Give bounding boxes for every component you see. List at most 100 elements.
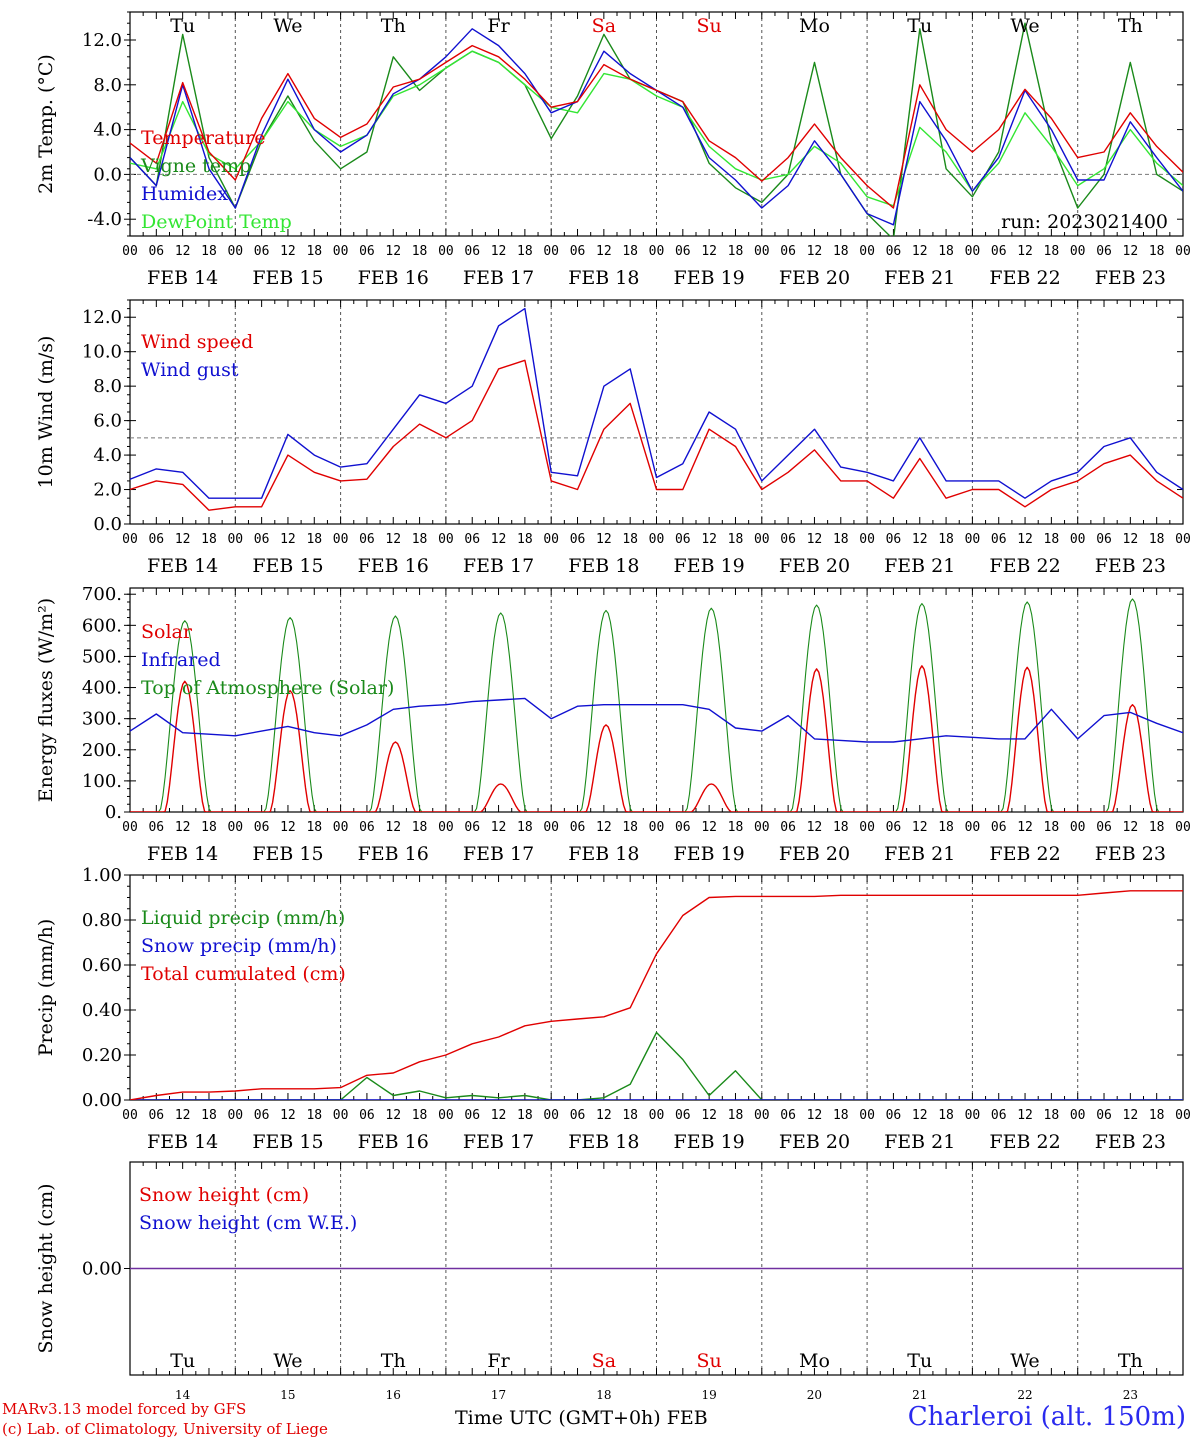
date-label: FEB 17 <box>463 1131 534 1153</box>
hour-label: 12 <box>175 244 191 259</box>
date-label: FEB 22 <box>989 1131 1060 1153</box>
hour-label: 18 <box>833 820 849 835</box>
date-label: FEB 23 <box>1095 555 1166 577</box>
hour-label: 00 <box>649 1108 665 1123</box>
date-label: FEB 14 <box>147 267 218 289</box>
hour-label: 00 <box>754 820 770 835</box>
hour-label: 06 <box>780 820 796 835</box>
hour-label: 06 <box>254 244 270 259</box>
hour-label: 12 <box>1017 1108 1033 1123</box>
hour-label: 18 <box>1044 820 1060 835</box>
y-tick-label: 500. <box>82 646 122 667</box>
panel-2: 0.0 2.0 4.0 6.0 8.0 10.0 12.0 10m Wind (m/s) 00 0… <box>35 299 1191 577</box>
hour-label: 06 <box>464 244 480 259</box>
hour-label: 12 <box>596 532 612 547</box>
hour-label: 00 <box>438 244 454 259</box>
hour-label: 18 <box>938 244 954 259</box>
hour-label: 18 <box>833 1108 849 1123</box>
day-of-week-label: Su <box>697 1350 722 1372</box>
hour-label: 00 <box>122 244 138 259</box>
hour-label: 00 <box>649 532 665 547</box>
date-label: FEB 22 <box>989 555 1060 577</box>
legend-entry: Humidex <box>141 183 228 205</box>
y-tick-label: 0.60 <box>82 955 122 976</box>
hour-label: 06 <box>1096 820 1112 835</box>
hour-label: 12 <box>807 820 823 835</box>
y-axis-label: Snow height (cm) <box>35 1183 57 1353</box>
hour-label: 18 <box>622 244 638 259</box>
hour-label: 12 <box>701 244 717 259</box>
day-number-label: 14 <box>175 1388 191 1402</box>
day-of-week-label: We <box>273 1350 302 1372</box>
hour-label: 00 <box>859 820 875 835</box>
hour-label: 18 <box>306 820 322 835</box>
date-label: FEB 23 <box>1095 267 1166 289</box>
hour-label: 12 <box>912 820 928 835</box>
data-layer <box>130 307 1183 511</box>
series-line <box>130 44 1183 209</box>
legend-entry: Temperature <box>141 127 265 149</box>
hour-label: 00 <box>122 532 138 547</box>
date-label: FEB 18 <box>568 843 639 865</box>
hour-label: 18 <box>1044 532 1060 547</box>
series-solar <box>130 665 1183 812</box>
date-label: FEB 14 <box>147 555 218 577</box>
hour-label: 00 <box>1175 532 1191 547</box>
date-label: FEB 17 <box>463 843 534 865</box>
hour-label: 12 <box>1123 244 1139 259</box>
date-label: FEB 20 <box>779 843 850 865</box>
hour-label: 18 <box>728 1108 744 1123</box>
y-tick-label: 0.80 <box>82 910 122 931</box>
hour-label: 06 <box>254 532 270 547</box>
hour-label: 00 <box>649 820 665 835</box>
hour-label: 06 <box>570 244 586 259</box>
day-of-week-label: We <box>1010 1350 1039 1372</box>
legend-entry: Wind gust <box>141 359 239 381</box>
hour-label: 00 <box>1175 820 1191 835</box>
hour-label: 18 <box>306 1108 322 1123</box>
hour-label: 06 <box>886 244 902 259</box>
day-of-week-label: Th <box>1118 1350 1143 1372</box>
hour-label: 00 <box>754 532 770 547</box>
hour-label: 12 <box>491 1108 507 1123</box>
hour-label: 12 <box>912 244 928 259</box>
hour-label: 12 <box>1017 244 1033 259</box>
y-tick-label: 8.0 <box>93 75 122 96</box>
legend-entry: DewPoint Temp <box>141 211 292 233</box>
hour-label: 18 <box>201 532 217 547</box>
hour-label: 00 <box>965 244 981 259</box>
y-axis-label: 2m Temp. (°C) <box>35 54 57 194</box>
plot-frame <box>129 299 1184 525</box>
hour-label: 12 <box>280 532 296 547</box>
hour-label: 12 <box>175 1108 191 1123</box>
y-tick-label: 0. <box>105 802 122 823</box>
hour-label: 12 <box>807 532 823 547</box>
plot-frame <box>129 11 1184 237</box>
hour-label: 00 <box>543 244 559 259</box>
hour-label: 06 <box>780 532 796 547</box>
date-label: FEB 18 <box>568 555 639 577</box>
hour-label: 18 <box>938 532 954 547</box>
hour-label: 00 <box>859 532 875 547</box>
hour-label: 06 <box>780 1108 796 1123</box>
hour-label: 12 <box>1123 1108 1139 1123</box>
hour-label: 00 <box>122 820 138 835</box>
legend-entry: Solar <box>141 621 193 643</box>
hour-label: 00 <box>122 1108 138 1123</box>
date-label: FEB 20 <box>779 267 850 289</box>
date-label: FEB 19 <box>674 267 745 289</box>
y-tick-label: 300. <box>82 709 122 730</box>
hour-label: 00 <box>1175 1108 1191 1123</box>
hour-label: 18 <box>517 532 533 547</box>
legend-entry: Infrared <box>141 649 221 671</box>
hour-label: 00 <box>543 532 559 547</box>
y-tick-label: 4.0 <box>93 120 122 141</box>
y-tick-label: -4.0 <box>87 209 122 230</box>
series-infrared <box>130 697 1183 743</box>
hour-label: 06 <box>148 244 164 259</box>
day-number-label: 17 <box>491 1388 506 1402</box>
day-of-week-label: Mo <box>799 1350 830 1372</box>
y-tick-label: 200. <box>82 740 122 761</box>
hour-label: 06 <box>148 820 164 835</box>
legend-entry: Snow height (cm) <box>139 1184 309 1206</box>
